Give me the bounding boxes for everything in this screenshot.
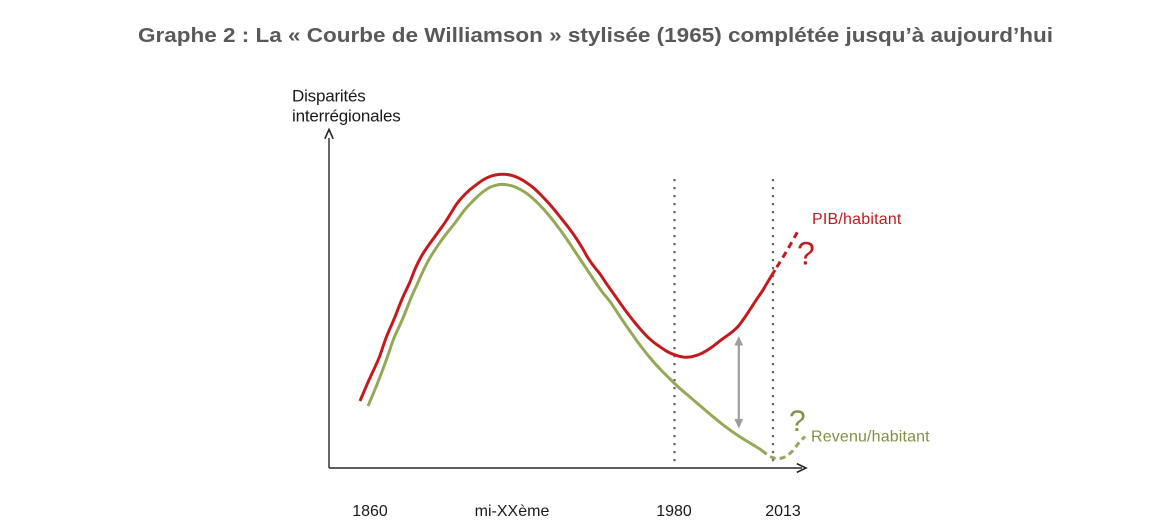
svg-text:?: ? — [797, 236, 815, 272]
svg-text:interrégionales: interrégionales — [292, 107, 401, 126]
svg-text:?: ? — [789, 405, 806, 438]
svg-text:PIB/habitant: PIB/habitant — [812, 211, 902, 228]
svg-text:1860: 1860 — [352, 503, 388, 520]
svg-text:Graphe 2 : La « Courbe de Will: Graphe 2 : La « Courbe de Williamson » s… — [138, 25, 1053, 47]
svg-text:2013: 2013 — [765, 503, 801, 520]
svg-text:Disparités: Disparités — [292, 87, 366, 106]
svg-text:Revenu/habitant: Revenu/habitant — [811, 429, 930, 446]
svg-text:mi-XXème: mi-XXème — [475, 503, 550, 520]
svg-text:1980: 1980 — [656, 503, 692, 520]
